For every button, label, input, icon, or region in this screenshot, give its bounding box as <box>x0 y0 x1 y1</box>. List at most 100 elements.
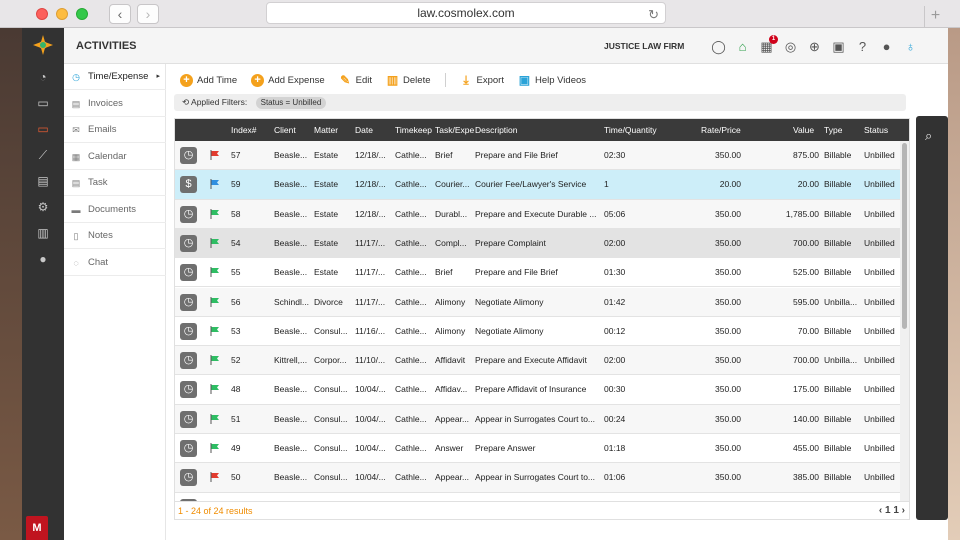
subnav-item-chat[interactable]: ◌ Chat <box>64 250 166 276</box>
cell-date: 10/04/... <box>355 384 386 395</box>
table-row[interactable]: ◷ <box>175 492 901 501</box>
table-row[interactable]: ◷ 57 Beasle... Estate 12/18/... Cathle... Brie… <box>175 141 901 171</box>
column-header-matter[interactable]: Matter <box>314 125 339 135</box>
reload-icon[interactable]: ↻ <box>648 7 659 22</box>
flag-icon[interactable] <box>210 267 220 278</box>
column-header-task-expense[interactable]: Task/Expe <box>435 125 475 135</box>
search-icon[interactable]: ⌕ <box>925 128 933 143</box>
column-header-date[interactable]: Date <box>355 125 373 135</box>
flag-icon[interactable] <box>210 384 220 395</box>
cell-qty: 05:06 <box>604 208 626 219</box>
table-row[interactable]: ◷ 55 Beasle... Estate 11/17/... Cathle... Brie… <box>175 258 901 288</box>
table-row[interactable]: ◷ 54 Beasle... Estate 11/17/... Cathle... Comp… <box>175 228 901 259</box>
column-header-rate-price[interactable]: Rate/Price <box>701 125 741 135</box>
flag-icon[interactable] <box>210 325 220 336</box>
column-header-status[interactable]: Status <box>864 125 889 135</box>
flag-icon[interactable] <box>210 208 220 219</box>
close-window-button[interactable] <box>36 8 48 20</box>
cell-desc: Prepare and File Brief <box>475 267 558 278</box>
new-tab-button[interactable]: + <box>924 6 946 28</box>
book-icon[interactable]: ▤ <box>37 174 49 188</box>
subnav-item-time-expense[interactable]: ◷ Time/Expense ▸ <box>64 64 166 90</box>
settings-icon[interactable]: ⚙ <box>37 200 49 214</box>
grid-scrollbar[interactable] <box>900 141 909 501</box>
table-row[interactable]: $59 Beasle... Estate 12/18/... Cathle... Cour… <box>175 170 901 200</box>
table-row[interactable]: ◷ 49 Beasle... Consul... 10/04/... Cathle... A… <box>175 434 901 464</box>
flag-icon[interactable] <box>210 179 220 190</box>
person-icon[interactable]: ● <box>39 252 47 266</box>
column-header-description[interactable]: Description <box>475 125 518 135</box>
table-row[interactable]: ◷ 53 Beasle... Consul... 11/16/... Cathle... A… <box>175 316 901 347</box>
prev-page-button[interactable]: ‹ <box>878 505 883 516</box>
subnav-item-task[interactable]: ▤ Task <box>64 170 166 196</box>
timer-icon[interactable]: ◎ <box>784 39 797 54</box>
help-icon[interactable]: ? <box>858 39 867 54</box>
subnav-item-calendar[interactable]: ▦ Calendar <box>64 144 166 170</box>
forward-button[interactable]: › <box>137 4 159 24</box>
back-button[interactable]: ‹ <box>109 4 131 24</box>
cell-qty: 01:42 <box>604 296 626 307</box>
column-header-time-quantity[interactable]: Time/Quantity <box>604 125 657 135</box>
next-page-button[interactable]: › <box>901 505 905 516</box>
table-row[interactable]: ◷ 52 Kittrell,... Corpor... 11/10/... Cathle.… <box>175 346 901 376</box>
current-page[interactable]: 1 <box>884 505 891 516</box>
report-icon[interactable]: ▥ <box>37 226 49 240</box>
reset-filter-icon[interactable]: ⟲ <box>182 97 190 107</box>
cosmolex-logo-icon[interactable] <box>32 34 54 56</box>
task-icon: ▤ <box>71 178 81 188</box>
zoom-window-button[interactable] <box>76 8 88 20</box>
edit-button[interactable]: ✎ Edit <box>339 73 372 87</box>
flag-icon[interactable] <box>210 150 220 160</box>
bank-icon[interactable]: ⌂ <box>738 39 747 54</box>
cell-value: 70.00 <box>797 325 819 336</box>
user-icon[interactable]: ● <box>882 39 891 54</box>
table-row[interactable]: ◷ 58 Beasle... Estate 12/18/... Cathle... Dura… <box>175 199 901 229</box>
subnav-item-invoices[interactable]: ▤ Invoices <box>64 91 166 117</box>
flag-icon[interactable] <box>210 296 220 307</box>
cell-desc: Negotiate Alimony <box>475 325 544 336</box>
flag-icon[interactable] <box>210 472 220 483</box>
filter-chip[interactable]: Status = Unbilled <box>255 97 327 109</box>
cell-date: 12/18/... <box>355 208 386 219</box>
grid-scrollbar-thumb[interactable] <box>902 143 907 329</box>
table-row[interactable]: ◷ 51 Beasle... Consul... 10/04/... Cathle... A… <box>175 404 901 434</box>
flag-icon[interactable] <box>210 413 220 424</box>
table-row[interactable]: ◷ 50 Beasle... Consul... 10/04/... Cathle... A… <box>175 463 901 493</box>
folder-icon[interactable]: ▭ <box>37 96 49 110</box>
cell-client: Kittrell,... <box>274 355 308 366</box>
add-expense-button[interactable]: + Add Expense <box>251 73 325 87</box>
help-videos-button[interactable]: ▣ Help Videos <box>518 73 586 87</box>
column-header-value[interactable]: Value <box>793 125 815 135</box>
export-button[interactable]: ⤓ Export <box>460 73 504 87</box>
cell-status: Unbilled <box>864 472 895 483</box>
plus-circle-icon[interactable]: ⊕ <box>809 39 820 54</box>
calculator-icon[interactable]: ▦ 1 <box>758 35 778 55</box>
column-header-type[interactable]: Type <box>824 125 843 135</box>
film-icon[interactable]: ▣ <box>832 39 845 54</box>
chat-icon[interactable]: ◯ <box>711 39 726 54</box>
column-header-timekeeper[interactable]: Timekeep <box>395 125 433 135</box>
table-row[interactable]: ◷ 48 Beasle... Consul... 10/04/... Cathle... A… <box>175 375 901 405</box>
chart-icon[interactable]: ⟋ <box>38 148 48 162</box>
cell-qty: 00:24 <box>604 413 626 424</box>
column-header-client[interactable]: Client <box>274 125 296 135</box>
lightbulb-icon[interactable]: ♁ <box>905 39 916 54</box>
cell-qty: 1 <box>604 179 609 190</box>
flag-icon[interactable] <box>210 237 220 248</box>
minimize-window-button[interactable] <box>56 8 68 20</box>
subnav-item-notes[interactable]: ▯ Notes <box>64 223 166 249</box>
app-window: ◔ ▭ ▭ ⟋ ▤ ⚙ ▥ ● M ACTIVITIES JUSTICE LAW… <box>22 28 948 540</box>
flag-icon[interactable] <box>210 443 220 453</box>
subnav-item-emails[interactable]: ✉ Emails <box>64 117 166 143</box>
dashboard-icon[interactable]: ◔ <box>39 70 47 84</box>
subnav-item-documents[interactable]: ▬ Documents <box>64 197 166 223</box>
flag-icon[interactable] <box>210 355 220 366</box>
mcafee-shield-icon[interactable]: M <box>26 516 48 540</box>
add-time-button[interactable]: + Add Time <box>180 73 237 87</box>
delete-button[interactable]: ▥ Delete <box>386 73 431 87</box>
table-row[interactable]: ◷ 56 Schindl... Divorce 11/17/... Cathle... Al… <box>175 287 901 317</box>
column-header-index[interactable]: Index# <box>231 125 257 135</box>
firm-name[interactable]: JUSTICE LAW FIRM <box>604 41 685 51</box>
address-bar[interactable]: law.cosmolex.com ↻ <box>266 2 666 24</box>
laptop-icon[interactable]: ▭ <box>37 122 49 136</box>
